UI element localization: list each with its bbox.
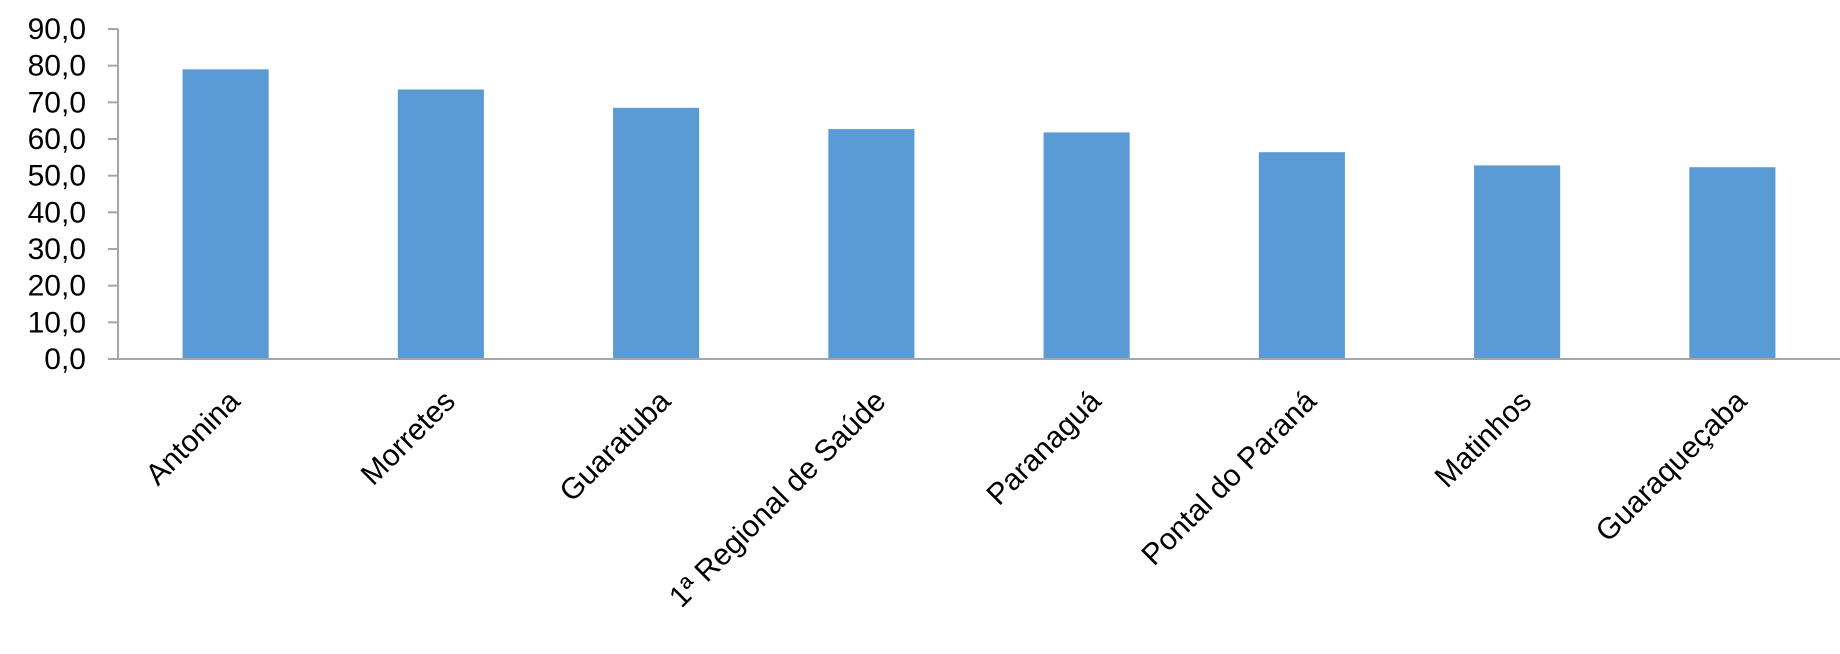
bar bbox=[1689, 167, 1776, 359]
y-tick-label: 90,0 bbox=[28, 13, 86, 46]
y-axis: 0,0 10,020,0 30,0 40,050,0 60,0 70,080,0 90,0 bbox=[28, 13, 119, 376]
bar bbox=[1474, 165, 1561, 359]
y-tick-label: 80,0 bbox=[28, 50, 86, 83]
y-tick-label: 20,0 bbox=[28, 270, 86, 303]
bar bbox=[613, 107, 700, 359]
bars bbox=[182, 69, 1776, 359]
x-tick-label: Matinhos bbox=[1429, 385, 1538, 494]
x-tick-label: Pontal do Paraná bbox=[1136, 384, 1323, 571]
x-tick-label: 1ª Regional de Saúde bbox=[663, 385, 892, 614]
x-tick-label: Guaratuba bbox=[553, 384, 677, 508]
x-tick-label: Guaraqueçaba bbox=[1590, 384, 1754, 548]
y-tick-label: 60,0 bbox=[28, 123, 86, 156]
bar bbox=[397, 89, 484, 359]
bar bbox=[182, 69, 269, 359]
y-tick-label: 40,0 bbox=[28, 196, 86, 229]
y-tick-label: 0,0 bbox=[44, 343, 86, 376]
y-tick-label: 50,0 bbox=[28, 160, 86, 193]
x-tick-label: Paranaguá bbox=[980, 384, 1107, 511]
bar bbox=[1043, 132, 1130, 359]
x-tick-label: Morretes bbox=[355, 385, 462, 492]
y-tick-label: 70,0 bbox=[28, 86, 86, 119]
x-tick-label: Antonina bbox=[139, 384, 246, 491]
bar bbox=[1258, 152, 1345, 359]
y-tick-label: 30,0 bbox=[28, 233, 86, 266]
y-tick-label: 10,0 bbox=[28, 306, 86, 339]
bar bbox=[828, 129, 915, 359]
